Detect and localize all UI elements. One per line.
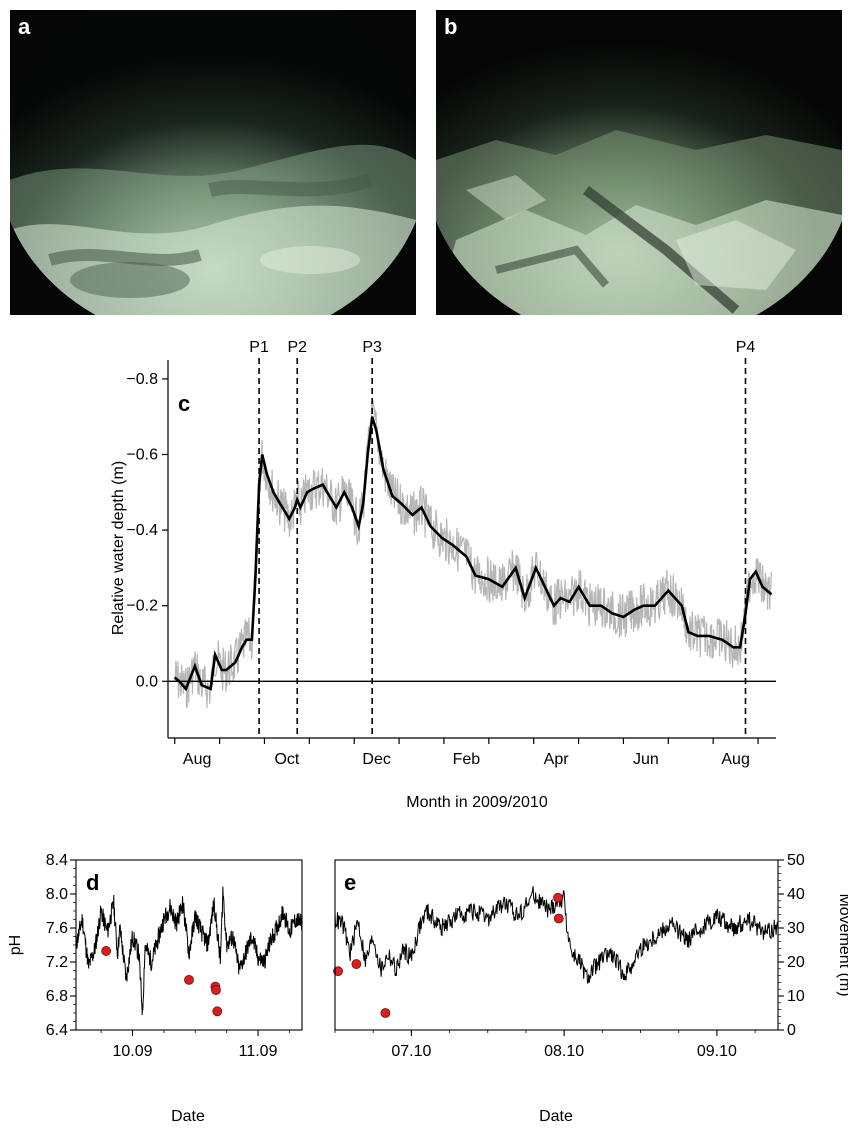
x-tick-label-c: Oct xyxy=(274,751,299,768)
x-tick-label-c: Jun xyxy=(633,751,659,768)
panel-label-e: e xyxy=(344,870,356,895)
y-tick-label-c: −0.2 xyxy=(126,598,158,615)
raw-depth-band xyxy=(174,400,772,709)
y-tick-label: 6.4 xyxy=(46,1022,68,1039)
x-tick-label-c: Aug xyxy=(183,751,211,768)
movement-point xyxy=(553,913,564,924)
y-tick-label-c: −0.6 xyxy=(126,447,158,464)
seafloor-photo-b xyxy=(436,10,842,315)
chart-e-ylabel: Movement (m) xyxy=(836,893,848,996)
chart-e-axes: 07.10 08.10 09.10 0 10 20 30 40 50 xyxy=(334,852,805,1060)
y-tick-label: 0 xyxy=(787,1022,796,1039)
event-label-p3: P3 xyxy=(362,339,382,356)
y-tick-label: 10 xyxy=(787,988,805,1005)
chart-c-xlabel: Month in 2009/2010 xyxy=(406,794,548,811)
y-tick-label-c: 0.0 xyxy=(136,673,158,690)
y-tick-label-c: −0.4 xyxy=(126,522,158,539)
event-label-p1: P1 xyxy=(249,339,269,356)
event-markers: P1 P2 P3 P4 xyxy=(249,339,755,738)
movement-point xyxy=(184,974,194,985)
movement-point xyxy=(380,1008,391,1018)
y-tick-label-c: −0.8 xyxy=(126,371,158,388)
x-tick-label: 11.09 xyxy=(239,1043,278,1060)
y-tick-label: 40 xyxy=(787,886,805,903)
y-tick-label: 8.0 xyxy=(46,886,68,903)
plot-frame xyxy=(334,859,779,1031)
x-tick-label: 07.10 xyxy=(391,1043,431,1060)
movement-points-e xyxy=(333,892,564,1018)
chart-e-xlabel: Date xyxy=(539,1108,573,1125)
chart-d-axes: 10.09 11.09 6.4 6.8 7.2 7.6 8.0 8.4 xyxy=(46,852,303,1060)
event-label-p2: P2 xyxy=(287,339,307,356)
event-label-p4: P4 xyxy=(736,339,756,356)
panel-label-c: c xyxy=(178,391,190,416)
panel-label-b: b xyxy=(444,14,458,39)
panel-label-d: d xyxy=(86,870,99,895)
movement-point xyxy=(553,892,563,903)
panel-label-a: a xyxy=(18,14,31,39)
chart-c-water-depth: P1 P2 P3 P4 −0.8 −0.6 −0.4 −0.2 0.0 Aug Oct Dec Feb… xyxy=(110,339,776,811)
ph-line-e xyxy=(334,886,779,984)
movement-points-d xyxy=(101,946,223,1017)
x-tick-label: 09.10 xyxy=(697,1043,737,1060)
x-tick-label: 08.10 xyxy=(544,1043,584,1060)
smoothed-depth-line xyxy=(173,416,773,692)
chart-c-ylabel: Relative water depth (m) xyxy=(110,461,127,635)
y-tick-label: 8.4 xyxy=(46,852,68,869)
movement-point xyxy=(351,959,362,969)
x-tick-label-c: Dec xyxy=(362,751,390,768)
movement-point xyxy=(101,946,112,956)
chart-d-ph: 10.09 11.09 6.4 6.8 7.2 7.6 8.0 8.4 d Date pH xyxy=(7,852,303,1125)
x-tick-label-c: Apr xyxy=(544,751,570,768)
chart-e-movement: 07.10 08.10 09.10 0 10 20 30 40 50 e Date Moveme… xyxy=(333,852,848,1125)
x-tick-label-c: Aug xyxy=(721,751,749,768)
raw-depth-trace xyxy=(174,400,772,709)
x-tick-label: 10.09 xyxy=(112,1043,152,1060)
y-tick-label: 30 xyxy=(787,920,805,937)
movement-point xyxy=(211,985,221,995)
movement-point xyxy=(333,966,343,977)
y-tick-label: 20 xyxy=(787,954,805,971)
y-tick-label: 7.2 xyxy=(46,954,68,971)
chart-d-xlabel: Date xyxy=(171,1108,205,1125)
chart-c-axes: −0.8 −0.6 −0.4 −0.2 0.0 Aug Oct Dec Feb Apr Jun Aug xyxy=(126,360,776,768)
x-tick-label-c: Feb xyxy=(453,751,481,768)
ph-line-d xyxy=(75,886,303,1016)
y-tick-label: 50 xyxy=(787,852,805,869)
chart-d-ylabel: pH xyxy=(7,935,24,955)
seafloor-photo-a xyxy=(10,10,416,315)
y-tick-label: 6.8 xyxy=(46,988,68,1005)
movement-point xyxy=(212,1006,223,1017)
y-tick-label: 7.6 xyxy=(46,920,68,937)
